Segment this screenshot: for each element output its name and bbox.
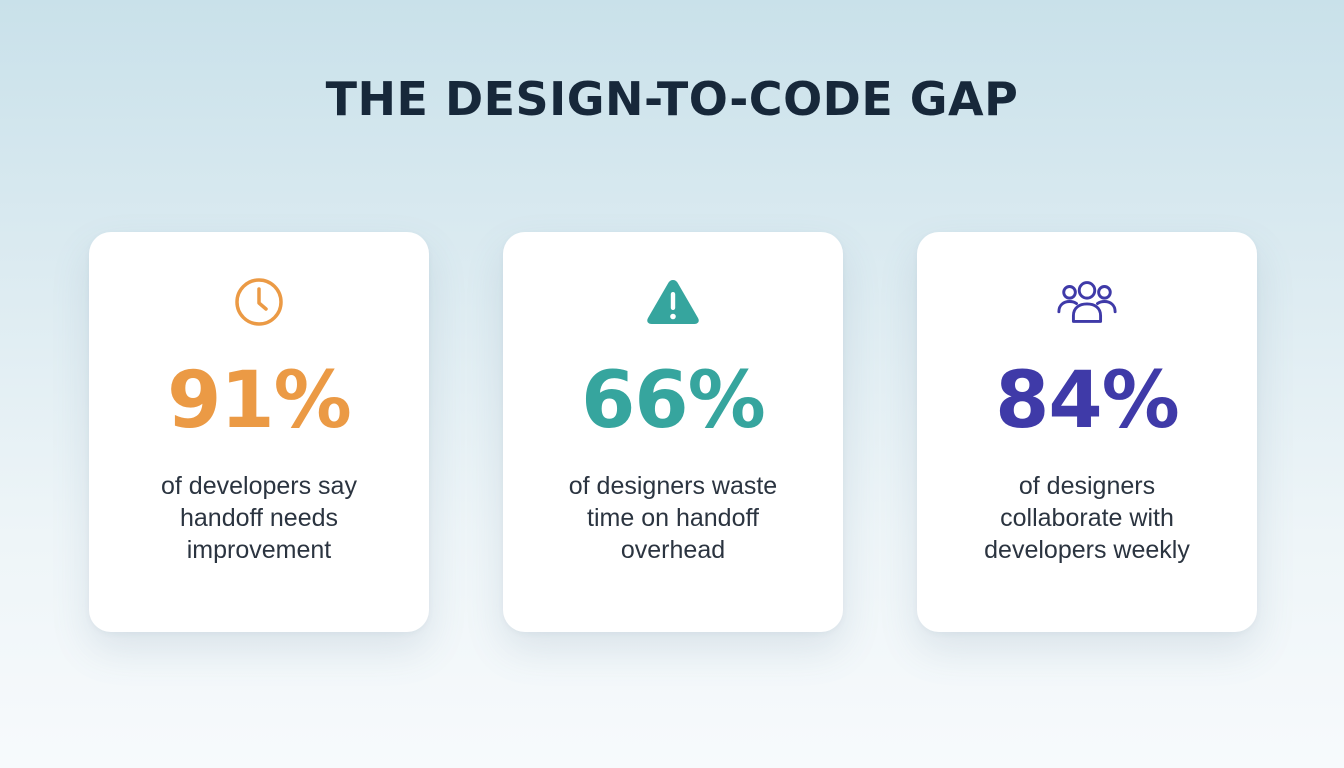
stat-description: of developers say handoff needs improvem… bbox=[119, 470, 399, 566]
stat-card-developers-handoff: 91% of developers say handoff needs impr… bbox=[89, 232, 429, 632]
stat-description-line: handoff needs bbox=[179, 504, 339, 532]
stat-description-line: of designers bbox=[1018, 472, 1156, 500]
stat-description-line: overhead bbox=[620, 536, 726, 564]
stat-description-line: time on handoff bbox=[587, 504, 759, 532]
stat-value: 66% bbox=[581, 356, 766, 446]
stat-card-designers-overhead: 66% of designers waste time on handoff o… bbox=[503, 232, 843, 632]
clock-icon bbox=[227, 274, 291, 330]
stat-description-line: of developers say bbox=[161, 472, 357, 500]
users-icon bbox=[1055, 274, 1119, 330]
stat-value: 91% bbox=[167, 356, 352, 446]
warning-icon bbox=[641, 274, 705, 330]
stat-description-line: improvement bbox=[186, 536, 332, 564]
page-title: THE DESIGN-TO-CODE GAP bbox=[325, 72, 1019, 126]
stat-description: of designers waste time on handoff overh… bbox=[533, 470, 813, 566]
stat-description-line: developers weekly bbox=[984, 536, 1190, 564]
stat-description-line: of designers waste bbox=[568, 472, 778, 500]
stat-card-designers-collaborate: 84% of designers collaborate with develo… bbox=[917, 232, 1257, 632]
stat-description-line: collaborate with bbox=[1000, 504, 1174, 532]
stat-value: 84% bbox=[995, 356, 1180, 446]
stat-description: of designers collaborate with developers… bbox=[947, 470, 1227, 566]
